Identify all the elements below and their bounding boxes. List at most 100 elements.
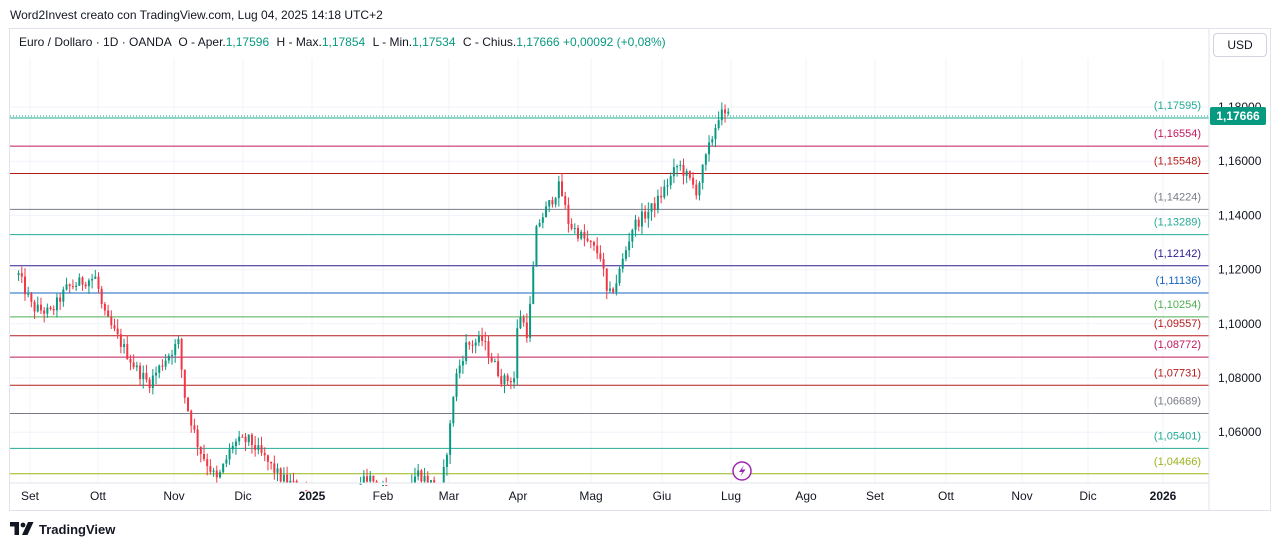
x-tick-label: Dic <box>234 489 251 503</box>
candle <box>177 336 180 349</box>
candle <box>522 314 525 327</box>
candle <box>107 304 110 317</box>
candle <box>429 479 432 483</box>
candle <box>359 476 362 485</box>
candle <box>94 269 97 280</box>
candle <box>222 463 225 474</box>
level-label: (1,08772) <box>1154 339 1201 351</box>
candle <box>666 178 669 196</box>
close-label: C - Chius. <box>462 35 517 49</box>
price-axis[interactable]: 1,180001,160001,140001,120001,100001,080… <box>1208 28 1266 510</box>
candle <box>180 337 183 379</box>
change-value: +0,00092 (+0,08%) <box>562 35 666 49</box>
candle <box>129 354 132 371</box>
candle <box>33 299 36 319</box>
candle <box>474 338 477 354</box>
candle <box>487 335 490 365</box>
candle <box>218 469 221 479</box>
candle <box>701 164 704 190</box>
symbol-name: Euro / Dollaro · 1D · OANDA <box>19 35 172 49</box>
level-label: (1,10254) <box>1154 299 1201 311</box>
candle <box>471 340 474 354</box>
last-price-badge <box>1210 107 1266 126</box>
candle <box>688 170 691 181</box>
candle <box>423 467 426 483</box>
candle <box>529 296 532 343</box>
low-value: 1,17534 <box>412 35 456 49</box>
candle <box>23 268 26 301</box>
candle <box>375 479 378 483</box>
candle <box>71 279 74 290</box>
level-label: (1,14224) <box>1154 191 1201 203</box>
candle <box>286 466 289 483</box>
candle <box>145 364 148 383</box>
level-label: (1,16554) <box>1154 128 1201 140</box>
candle <box>366 468 369 483</box>
candle <box>484 331 487 351</box>
x-tick-label: 2026 <box>1150 489 1177 503</box>
x-tick-label: Giu <box>653 489 672 503</box>
candle <box>519 310 522 330</box>
candle <box>503 373 506 394</box>
candle <box>289 474 292 483</box>
candle <box>171 349 174 365</box>
candle <box>561 173 564 197</box>
candle <box>720 102 723 126</box>
open-value: 1,17596 <box>225 35 270 49</box>
candle <box>554 196 557 208</box>
candle <box>270 461 273 470</box>
candle <box>621 253 624 273</box>
level-label: (1,15548) <box>1154 155 1201 167</box>
candle <box>708 135 711 162</box>
candle <box>452 396 455 427</box>
candle <box>599 245 602 262</box>
candlestick-series <box>17 102 730 492</box>
candle <box>292 472 295 483</box>
candle <box>59 293 62 310</box>
candle <box>586 230 589 243</box>
candle <box>49 305 52 311</box>
candle <box>158 364 161 379</box>
candle <box>541 212 544 229</box>
x-tick-label: Set <box>21 489 40 503</box>
currency-button[interactable]: USD <box>1213 33 1267 57</box>
y-tick-label: 1,14000 <box>1218 208 1262 222</box>
candle <box>202 444 205 462</box>
x-tick-label: 2025 <box>299 489 326 503</box>
candle <box>247 434 250 447</box>
candle <box>132 354 135 370</box>
candle <box>481 327 484 347</box>
open-label: O - Aper. <box>178 35 226 49</box>
low-label: L - Min. <box>372 35 413 49</box>
candle <box>656 189 659 214</box>
candle <box>119 328 122 354</box>
time-axis[interactable]: Set Ott Nov Dic 2025 Feb Mar Apr Mag Giu Lug Ago Set… <box>10 482 1209 503</box>
candle <box>167 353 170 364</box>
event-marker-layer[interactable] <box>732 461 752 481</box>
candle <box>634 214 637 237</box>
candle <box>573 223 576 234</box>
candle <box>698 180 701 201</box>
candle <box>669 172 672 190</box>
lightning-bolt-icon <box>739 465 746 477</box>
candle <box>493 358 496 363</box>
x-tick-label: Mag <box>579 489 602 503</box>
candle <box>727 108 730 116</box>
candle <box>449 419 452 464</box>
horizontal-levels[interactable]: (1,17595) (1,16554) (1,15548) (1,14224) (1,1… <box>10 100 1209 475</box>
candle <box>116 319 119 339</box>
candle <box>417 463 420 481</box>
candle <box>413 467 416 483</box>
candle <box>557 175 560 207</box>
candle <box>583 224 586 247</box>
candle <box>692 172 695 189</box>
candle <box>78 273 81 286</box>
candle <box>52 305 55 316</box>
candle <box>442 459 445 483</box>
candle <box>589 239 592 249</box>
candle <box>506 373 509 386</box>
chart-panel[interactable] <box>9 28 1271 511</box>
last-price-label: 1,17666 <box>1216 109 1260 123</box>
footer-brand[interactable]: TradingView <box>10 519 115 539</box>
